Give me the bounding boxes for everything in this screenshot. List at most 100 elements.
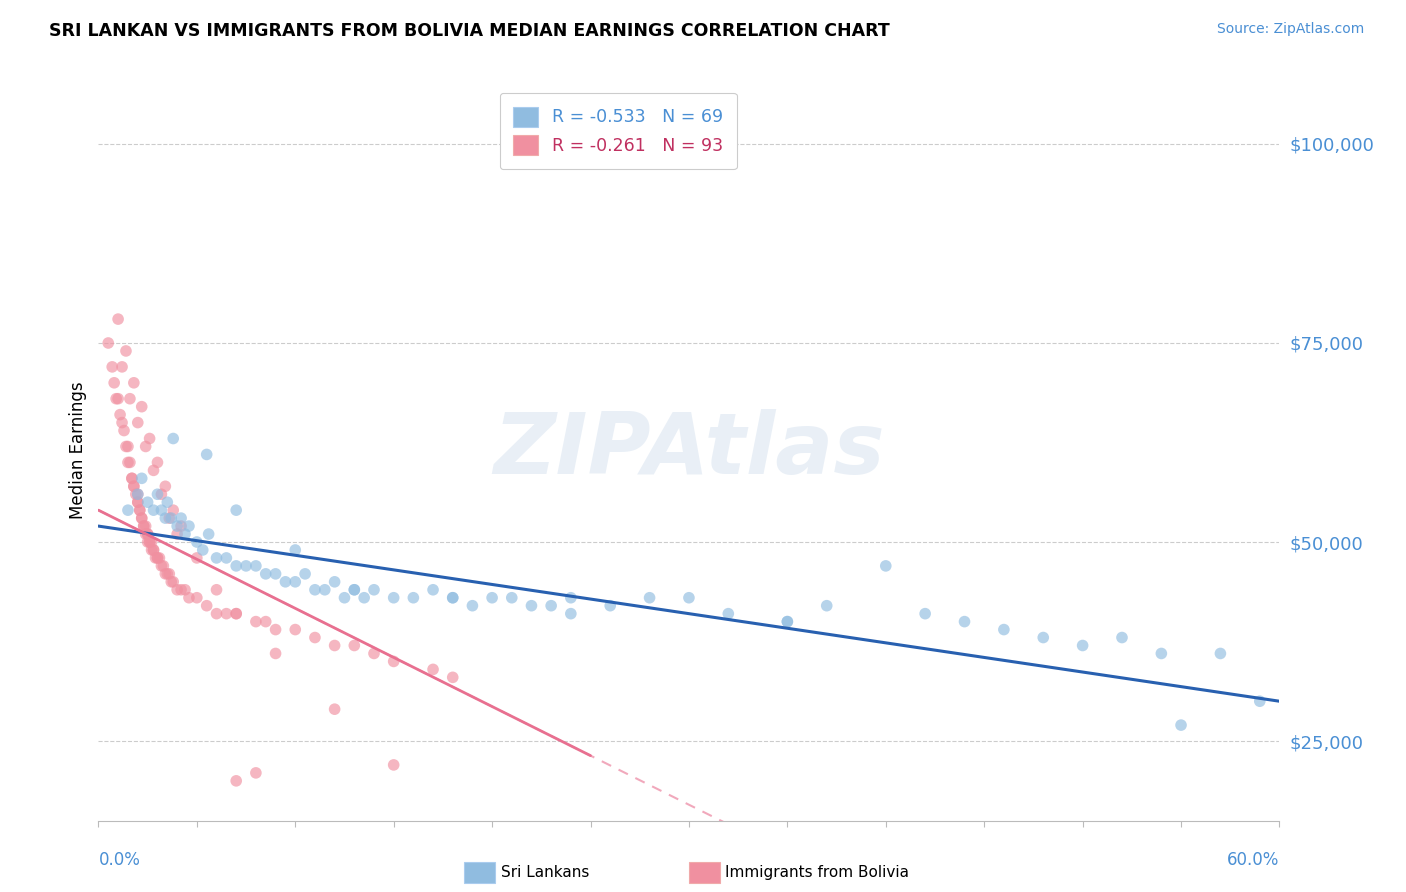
Legend: R = -0.533   N = 69, R = -0.261   N = 93: R = -0.533 N = 69, R = -0.261 N = 93 xyxy=(499,93,737,169)
Point xyxy=(353,591,375,605)
Point xyxy=(254,615,277,629)
Point xyxy=(195,447,218,461)
Point xyxy=(150,487,173,501)
Point xyxy=(363,582,385,597)
Point xyxy=(117,503,139,517)
Point xyxy=(333,591,356,605)
Point xyxy=(150,503,173,517)
Text: ZIPAtlas: ZIPAtlas xyxy=(494,409,884,492)
Point xyxy=(205,550,228,565)
Point xyxy=(138,535,160,549)
Y-axis label: Median Earnings: Median Earnings xyxy=(69,382,87,519)
Point xyxy=(323,639,346,653)
Point xyxy=(128,503,150,517)
Point xyxy=(122,376,145,390)
Point xyxy=(141,543,163,558)
Point xyxy=(481,591,503,605)
Point xyxy=(254,566,277,581)
Point xyxy=(136,495,159,509)
Text: 60.0%: 60.0% xyxy=(1227,851,1279,869)
Point xyxy=(142,543,165,558)
Point xyxy=(343,582,366,597)
Point xyxy=(135,527,157,541)
Point xyxy=(162,503,184,517)
Point xyxy=(174,527,197,541)
Point xyxy=(166,519,188,533)
Point xyxy=(363,647,385,661)
Point xyxy=(323,574,346,589)
Point xyxy=(155,511,177,525)
Point xyxy=(441,670,464,684)
Point xyxy=(118,455,141,469)
Point xyxy=(953,615,976,629)
Point xyxy=(155,566,177,581)
Point xyxy=(264,647,287,661)
Point xyxy=(131,471,153,485)
Point xyxy=(155,479,177,493)
Point xyxy=(215,607,238,621)
Point xyxy=(177,591,200,605)
Point xyxy=(441,591,464,605)
Point xyxy=(235,558,257,573)
Point xyxy=(274,574,297,589)
Point xyxy=(225,558,247,573)
Point xyxy=(136,527,159,541)
Point xyxy=(1032,631,1054,645)
Point xyxy=(245,558,267,573)
Point xyxy=(152,558,174,573)
Point xyxy=(638,591,661,605)
Point xyxy=(815,599,838,613)
Text: 0.0%: 0.0% xyxy=(98,851,141,869)
Point xyxy=(117,455,139,469)
Point xyxy=(170,519,193,533)
Point xyxy=(135,519,157,533)
Point xyxy=(245,615,267,629)
Point xyxy=(599,599,621,613)
Point xyxy=(128,503,150,517)
Point xyxy=(215,550,238,565)
Point xyxy=(170,582,193,597)
Point xyxy=(97,336,120,351)
Point xyxy=(118,392,141,406)
Point xyxy=(103,376,125,390)
Text: Sri Lankans: Sri Lankans xyxy=(501,865,589,880)
Point xyxy=(717,607,740,621)
Point xyxy=(136,535,159,549)
Point xyxy=(875,558,897,573)
Point xyxy=(382,758,405,772)
Point xyxy=(205,582,228,597)
Point xyxy=(125,487,148,501)
Point xyxy=(138,432,160,446)
Point xyxy=(1170,718,1192,732)
Point xyxy=(422,662,444,676)
Point xyxy=(197,527,219,541)
Point xyxy=(993,623,1015,637)
Point xyxy=(156,495,179,509)
Point xyxy=(225,773,247,788)
Point xyxy=(304,631,326,645)
Point xyxy=(122,479,145,493)
Point xyxy=(170,511,193,525)
Point xyxy=(314,582,336,597)
Point xyxy=(560,591,582,605)
Point xyxy=(540,599,562,613)
Point xyxy=(382,655,405,669)
Point xyxy=(160,574,183,589)
Point xyxy=(162,432,184,446)
Point xyxy=(166,582,188,597)
Point xyxy=(264,623,287,637)
Point xyxy=(264,566,287,581)
Point xyxy=(111,416,134,430)
Point xyxy=(1150,647,1173,661)
Point xyxy=(111,359,134,374)
Point xyxy=(162,574,184,589)
Point xyxy=(141,535,163,549)
Point xyxy=(127,487,149,501)
Point xyxy=(146,550,169,565)
Point xyxy=(132,519,155,533)
Point xyxy=(186,591,208,605)
Text: Source: ZipAtlas.com: Source: ZipAtlas.com xyxy=(1216,22,1364,37)
Point xyxy=(156,566,179,581)
Point xyxy=(146,487,169,501)
Point xyxy=(1209,647,1232,661)
